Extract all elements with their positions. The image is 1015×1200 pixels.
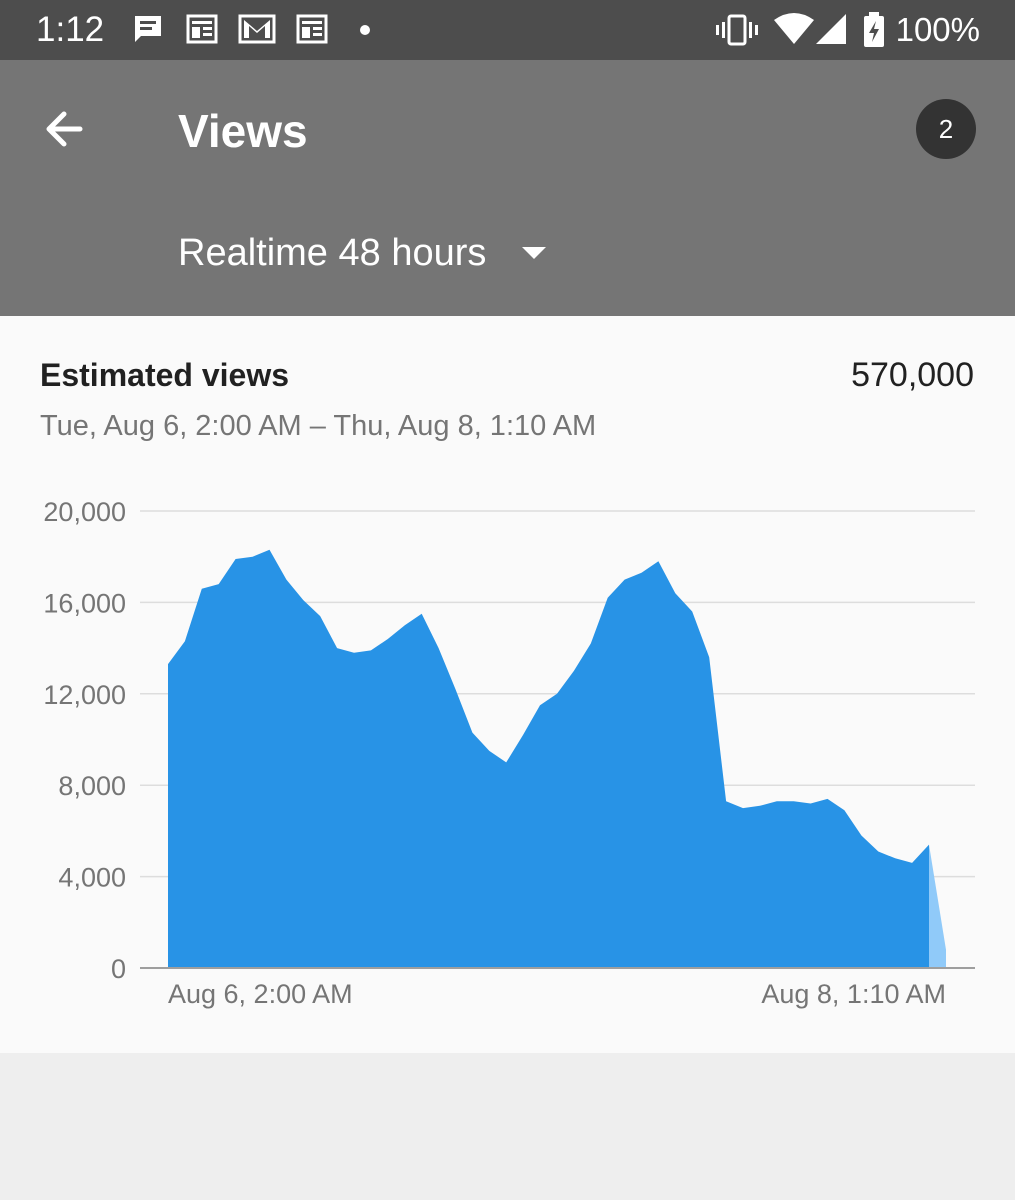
date-range: Tue, Aug 6, 2:00 AM – Thu, Aug 8, 1:10 A… [40,410,597,442]
vibrate-icon [716,14,758,46]
views-area-series [168,549,929,968]
x-tick-label-end: Aug 8, 1:10 AM [761,979,946,1009]
dropdown-arrow-icon [522,247,547,259]
account-badge[interactable]: 2 [916,99,976,159]
estimated-views-card: Estimated views 570,000 Tue, Aug 6, 2:00… [0,316,1015,1053]
y-tick-label: 12,000 [43,680,126,710]
signal-icon [816,14,846,44]
back-button[interactable] [36,102,96,156]
page-title: Views [178,105,308,157]
wifi-icon [774,13,814,44]
partial-data-area [929,844,946,968]
metric-value: 570,000 [851,356,974,394]
time-range-label: Realtime 48 hours [178,232,487,274]
arrow-back-icon[interactable] [36,102,96,156]
gmail-icon [238,14,276,44]
y-tick-label: 4,000 [58,863,126,893]
y-tick-label: 0 [111,954,126,984]
status-bar: 1:12 100% [0,0,1015,60]
metric-title: Estimated views [40,357,289,393]
x-tick-label-start: Aug 6, 2:00 AM [168,979,353,1009]
news-icon [296,14,328,44]
app-bar: Views 2 Realtime 48 hours [0,60,1015,316]
y-tick-label: 8,000 [58,771,126,801]
y-tick-label: 16,000 [43,588,126,618]
messages-icon [135,16,161,42]
battery-charging-icon [864,12,884,47]
y-tick-label: 20,000 [43,497,126,527]
time-range-dropdown[interactable]: Realtime 48 hours [178,228,547,278]
battery-percentage: 100% [895,11,980,48]
views-area-chart: 20,000 16,000 12,000 8,000 4,000 0 Aug 6, 2:00… [43,497,975,1009]
status-time: 1:12 [36,10,105,49]
news-icon [186,14,218,44]
more-notifications-dot [360,25,370,35]
